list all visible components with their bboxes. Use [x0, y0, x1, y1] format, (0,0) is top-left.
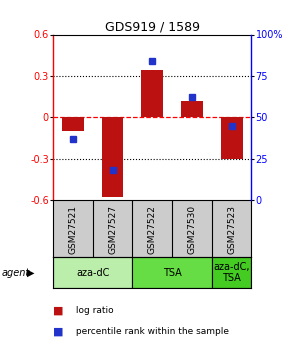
Text: GSM27522: GSM27522	[148, 205, 157, 254]
Text: aza-dC,
TSA: aza-dC, TSA	[213, 262, 250, 283]
Text: log ratio: log ratio	[73, 306, 113, 315]
Bar	[212, 257, 251, 288]
Bar	[221, 117, 243, 159]
Bar	[62, 117, 84, 131]
Bar	[53, 257, 132, 288]
Text: GSM27527: GSM27527	[108, 205, 117, 254]
Text: percentile rank within the sample: percentile rank within the sample	[73, 327, 229, 336]
Bar	[132, 257, 212, 288]
Text: GSM27530: GSM27530	[188, 205, 196, 254]
Text: GSM27521: GSM27521	[68, 205, 77, 254]
Text: agent: agent	[2, 268, 30, 277]
Bar	[141, 70, 163, 117]
Bar	[181, 101, 203, 117]
Text: TSA: TSA	[163, 268, 181, 277]
Bar	[102, 117, 124, 197]
Text: ■: ■	[53, 326, 64, 336]
Title: GDS919 / 1589: GDS919 / 1589	[105, 20, 200, 33]
Text: GSM27523: GSM27523	[227, 205, 236, 254]
Text: ■: ■	[53, 306, 64, 315]
Text: aza-dC: aza-dC	[76, 268, 109, 277]
Text: ▶: ▶	[27, 268, 34, 277]
